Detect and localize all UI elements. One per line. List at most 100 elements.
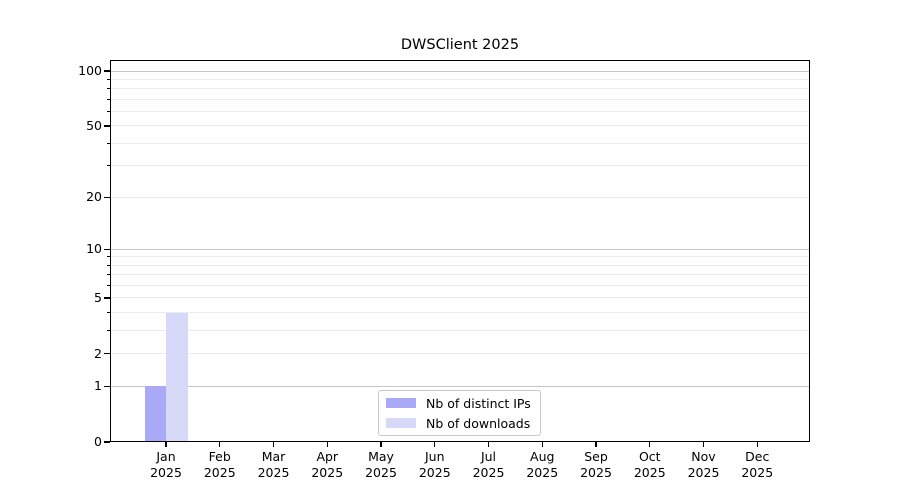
x-tick-mark [326, 442, 328, 447]
x-tick-label: Dec 2025 [729, 449, 785, 480]
y-minor-tick-mark [106, 196, 110, 198]
bar-distinct-ips [144, 386, 166, 442]
x-tick-month: Jun [424, 449, 445, 464]
x-tick-label: Apr 2025 [299, 449, 355, 480]
minor-gridline [110, 274, 810, 276]
y-tick-mark [104, 385, 110, 387]
x-tick-year: 2025 [365, 464, 397, 480]
x-tick-year: 2025 [633, 464, 666, 480]
y-tick-mark [104, 70, 110, 72]
x-tick-label: Aug 2025 [514, 449, 570, 480]
y-tick-label: 5 [94, 289, 102, 305]
bar-downloads [166, 312, 188, 442]
x-tick-mark [595, 442, 597, 447]
x-tick-mark [272, 442, 275, 447]
x-tick-label: Sep 2025 [568, 449, 624, 480]
y-minor-tick-mark [106, 285, 110, 287]
y-minor-tick-mark [106, 142, 110, 144]
x-tick-label: Jan 2025 [138, 449, 194, 480]
y-tick-label: 2 [94, 345, 102, 361]
x-tick-mark [702, 442, 705, 447]
x-tick-month: Dec [745, 449, 770, 464]
x-tick-month: Mar [261, 449, 286, 464]
y-minor-tick-mark [106, 111, 110, 113]
major-gridline [110, 70, 810, 72]
x-tick-mark [165, 442, 167, 447]
y-tick-mark [104, 248, 110, 250]
legend-label-downloads: Nb of downloads [426, 415, 531, 431]
minor-gridline [110, 256, 810, 258]
minor-gridline [110, 353, 810, 355]
minor-gridline [110, 165, 810, 167]
x-tick-label: Jul 2025 [461, 449, 517, 480]
y-minor-tick-mark [106, 165, 110, 167]
minor-gridline [110, 312, 810, 314]
y-minor-tick-mark [106, 353, 110, 355]
y-tick-label: 50 [86, 117, 102, 133]
y-tick-mark [104, 441, 110, 443]
x-tick-year: 2025 [311, 464, 344, 480]
minor-gridline [110, 297, 810, 299]
y-tick-label: 1 [94, 378, 102, 394]
minor-gridline [110, 196, 810, 198]
x-tick-mark [487, 442, 490, 447]
minor-gridline [110, 125, 810, 127]
x-tick-label: Mar 2025 [246, 449, 302, 480]
y-minor-tick-mark [106, 274, 110, 276]
legend: Nb of distinct IPs Nb of downloads [378, 390, 541, 436]
x-tick-year: 2025 [472, 464, 505, 480]
minor-gridline [110, 98, 810, 100]
y-tick-label: 100 [78, 63, 102, 78]
plot-area [110, 60, 810, 442]
x-tick-label: Oct 2025 [622, 449, 678, 480]
x-tick-mark [219, 442, 221, 447]
y-minor-tick-mark [106, 125, 110, 127]
y-minor-tick-mark [106, 78, 110, 80]
y-minor-tick-mark [106, 256, 110, 258]
y-minor-tick-mark [106, 330, 110, 332]
x-tick-month: Nov [691, 449, 716, 464]
x-tick-mark [649, 442, 651, 447]
x-tick-year: 2025 [526, 464, 559, 480]
y-minor-tick-mark [106, 312, 110, 314]
x-tick-month: Sep [584, 449, 608, 464]
major-gridline [110, 385, 810, 387]
minor-gridline [110, 78, 810, 80]
legend-swatch-downloads [386, 418, 416, 428]
x-tick-month: Feb [208, 449, 231, 464]
minor-gridline [110, 142, 810, 144]
minor-gridline [110, 264, 810, 266]
y-tick-label: 0 [94, 434, 102, 449]
minor-gridline [110, 111, 810, 113]
y-minor-tick-mark [106, 297, 110, 299]
x-tick-mark [380, 442, 382, 447]
legend-swatch-distinct-ips [386, 398, 416, 408]
x-tick-label: Jun 2025 [407, 449, 463, 480]
x-tick-year: 2025 [687, 464, 720, 480]
minor-gridline [110, 330, 810, 332]
y-minor-tick-mark [106, 88, 110, 90]
legend-item-downloads: Nb of downloads [379, 413, 540, 433]
x-tick-month: Jan [156, 449, 176, 464]
x-tick-year: 2025 [741, 464, 774, 480]
legend-label-distinct-ips: Nb of distinct IPs [426, 395, 531, 411]
x-tick-month: May [368, 449, 394, 464]
x-tick-mark [756, 442, 758, 447]
x-tick-year: 2025 [150, 464, 182, 480]
chart-title: DWSClient 2025 [400, 37, 520, 53]
x-tick-month: Oct [638, 449, 661, 464]
y-minor-tick-mark [106, 98, 110, 100]
x-tick-month: Jul [480, 449, 497, 464]
x-tick-year: 2025 [257, 464, 290, 480]
y-minor-tick-mark [106, 264, 110, 266]
x-tick-year: 2025 [418, 464, 451, 480]
minor-gridline [110, 285, 810, 287]
major-gridline [110, 248, 810, 250]
x-tick-mark [434, 442, 436, 447]
y-tick-label: 20 [86, 189, 102, 205]
y-tick-label: 10 [86, 241, 102, 257]
x-tick-label: May 2025 [353, 449, 409, 480]
x-tick-year: 2025 [203, 464, 236, 480]
minor-gridline [110, 88, 810, 90]
